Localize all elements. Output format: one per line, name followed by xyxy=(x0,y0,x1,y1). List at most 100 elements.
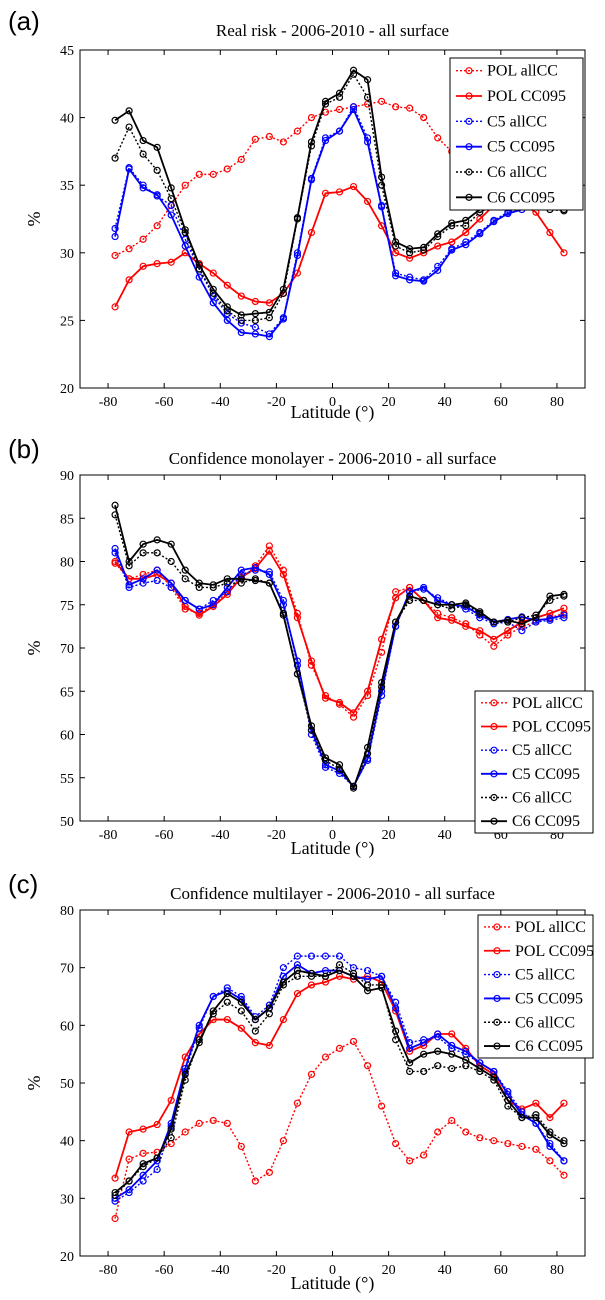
data-point xyxy=(462,241,470,249)
data-point xyxy=(181,226,189,234)
data-point xyxy=(434,596,442,605)
data-point xyxy=(237,998,245,1006)
data-point xyxy=(251,135,259,143)
series-line xyxy=(114,969,565,1194)
y-tick-label: 35 xyxy=(60,179,74,194)
legend-label: POL CC095 xyxy=(512,719,591,736)
data-point xyxy=(279,978,288,986)
legend-box xyxy=(474,690,594,834)
data-point xyxy=(363,987,372,995)
data-point xyxy=(251,1027,259,1035)
data-point xyxy=(223,575,231,583)
x-axis-title: Latitude (°) xyxy=(291,1273,375,1294)
y-tick-label: 75 xyxy=(60,599,74,614)
data-point xyxy=(111,232,119,241)
data-point xyxy=(279,964,288,972)
data-point xyxy=(181,242,189,250)
data-point xyxy=(448,1064,456,1073)
x-tick-label: -20 xyxy=(267,395,286,410)
x-tick-label: -40 xyxy=(211,1263,230,1278)
data-point xyxy=(279,1137,288,1145)
x-tick-label: -60 xyxy=(155,828,174,843)
data-point xyxy=(125,276,133,284)
data-point xyxy=(349,182,358,191)
data-point xyxy=(434,134,442,142)
chart-title: Confidence multilayer - 2006-2010 - all … xyxy=(170,884,495,903)
data-point xyxy=(560,1171,568,1179)
data-point xyxy=(532,1114,540,1122)
data-point xyxy=(279,601,288,609)
data-point xyxy=(434,1062,442,1070)
data-point xyxy=(167,540,175,548)
data-point xyxy=(195,579,203,587)
data-point xyxy=(181,181,189,189)
data-point xyxy=(476,608,484,616)
series-line xyxy=(114,505,565,790)
data-point xyxy=(223,310,231,318)
legend-swatch-marker xyxy=(490,817,498,825)
y-tick-label: 90 xyxy=(60,469,74,484)
chart-a: (a) Real risk - 2006-2010 - all surface -8… xyxy=(8,6,586,423)
data-point xyxy=(335,952,344,960)
data-point xyxy=(363,743,372,752)
data-point xyxy=(223,281,231,289)
data-point xyxy=(476,1134,484,1142)
data-point xyxy=(448,616,456,624)
panel-label: (a) xyxy=(8,6,40,36)
x-tick-label: 40 xyxy=(438,828,452,843)
data-point xyxy=(153,1165,161,1174)
x-tick-label: -60 xyxy=(155,395,174,410)
data-point xyxy=(237,566,245,574)
data-point xyxy=(504,209,512,218)
data-point xyxy=(125,562,133,570)
legend-label: POL CC095 xyxy=(515,943,594,960)
data-point xyxy=(321,694,330,702)
data-point xyxy=(392,1139,400,1148)
data-point xyxy=(139,1171,147,1179)
x-tick-label: 20 xyxy=(382,828,396,843)
legend-box xyxy=(477,914,594,1059)
data-point xyxy=(363,138,372,146)
data-point xyxy=(504,616,512,624)
legend-swatch-marker xyxy=(493,1042,501,1050)
data-point xyxy=(392,618,400,626)
series-pol-cc095 xyxy=(111,972,568,1182)
data-point xyxy=(181,596,189,605)
data-point xyxy=(293,251,302,260)
legend-swatch-marker xyxy=(493,923,501,931)
legend-label: POL allCC xyxy=(512,695,583,712)
data-point xyxy=(392,238,400,246)
data-point xyxy=(560,590,568,598)
data-point xyxy=(153,549,161,557)
data-point xyxy=(237,292,245,300)
data-point xyxy=(293,670,302,678)
legend-swatch-marker xyxy=(490,746,498,754)
data-point xyxy=(448,219,456,227)
legend-swatch-marker xyxy=(465,168,473,176)
data-point xyxy=(111,224,119,233)
data-point xyxy=(335,93,344,101)
data-point xyxy=(560,1157,568,1165)
data-point xyxy=(223,990,231,998)
data-point xyxy=(532,614,540,622)
y-tick-label: 25 xyxy=(60,314,74,329)
data-point xyxy=(377,97,386,105)
data-point xyxy=(209,269,217,277)
data-point xyxy=(181,566,189,574)
data-point xyxy=(125,123,133,131)
data-point xyxy=(406,1044,414,1052)
data-point xyxy=(504,1096,512,1104)
data-point xyxy=(223,1015,231,1024)
data-point xyxy=(293,614,302,622)
data-point xyxy=(377,972,386,980)
data-point xyxy=(462,1128,470,1136)
data-point xyxy=(406,588,414,596)
data-point xyxy=(209,299,217,307)
y-tick-label: 40 xyxy=(60,1135,74,1150)
data-point xyxy=(560,249,568,257)
data-point xyxy=(335,966,344,975)
x-tick-label: -80 xyxy=(99,1263,118,1278)
data-point xyxy=(139,150,147,158)
data-point xyxy=(434,230,442,238)
data-point xyxy=(448,246,456,254)
